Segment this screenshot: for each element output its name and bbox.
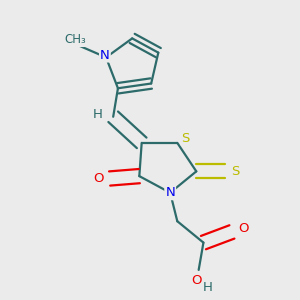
- Text: CH₃: CH₃: [64, 33, 86, 46]
- Text: S: S: [182, 132, 190, 145]
- Text: O: O: [93, 172, 104, 185]
- Text: N: N: [100, 49, 110, 62]
- Text: S: S: [231, 165, 240, 178]
- Text: O: O: [191, 274, 202, 287]
- Text: O: O: [238, 222, 249, 235]
- Text: H: H: [93, 108, 103, 121]
- Text: N: N: [165, 186, 175, 199]
- Text: H: H: [203, 281, 213, 294]
